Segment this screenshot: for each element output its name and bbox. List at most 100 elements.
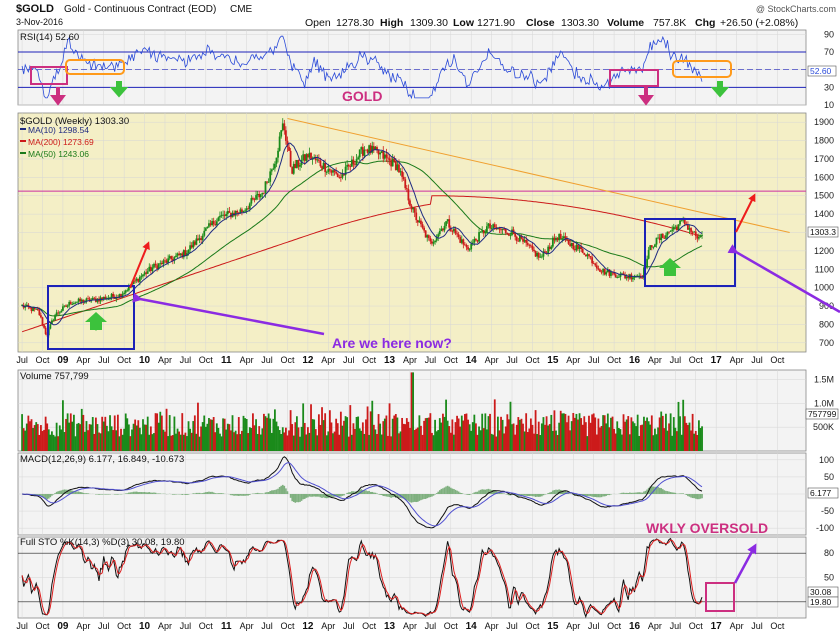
candle-body — [32, 307, 34, 312]
volume-bar — [484, 413, 487, 451]
candle-body — [242, 210, 245, 212]
rsi-oversold-box-2015 — [609, 69, 659, 87]
candle-body — [193, 241, 196, 245]
macd-histogram-bar — [633, 492, 636, 494]
candle-body — [388, 158, 391, 161]
volume-bar — [190, 432, 193, 451]
candle-body — [533, 249, 535, 251]
y-tick-label: 90 — [824, 29, 834, 39]
macd-histogram-bar — [266, 492, 268, 494]
volume-bar — [589, 422, 592, 451]
macd-histogram-bar — [216, 493, 218, 494]
volume-bar — [129, 436, 132, 451]
macd-histogram-bar — [701, 494, 703, 499]
candle-body — [415, 212, 418, 221]
macd-histogram-bar — [680, 493, 683, 494]
candle-body — [66, 305, 69, 307]
volume-bar — [583, 416, 586, 451]
macd-histogram-bar — [173, 494, 176, 495]
macd-histogram-bar — [646, 489, 648, 494]
macd-histogram-bar — [453, 488, 455, 494]
candle-body — [696, 236, 699, 239]
volume-bar — [625, 419, 628, 451]
volume-bar — [688, 422, 691, 451]
macd-histogram-bar — [583, 494, 586, 497]
volume-bar — [613, 428, 616, 451]
red-arrow-icon — [129, 241, 150, 289]
macd-histogram-bar — [413, 494, 416, 502]
candle-body — [374, 147, 377, 150]
candle-body — [591, 257, 594, 264]
volume-bar — [65, 418, 67, 451]
macd-histogram-bar — [437, 491, 440, 494]
chg-label: Chg — [695, 17, 715, 29]
volume-bar — [435, 431, 438, 451]
volume-bar — [51, 431, 53, 451]
candle-body — [346, 164, 349, 167]
candle-body — [511, 229, 513, 235]
volume-bar — [445, 399, 447, 451]
volume-bar — [66, 413, 69, 451]
x-tick-label: Apr — [158, 621, 172, 631]
x-tick-label: Jul — [506, 355, 518, 365]
volume-bar — [305, 434, 308, 451]
macd-histogram-bar — [143, 491, 146, 494]
volume-bar — [561, 413, 564, 451]
x-tick-label: 14 — [466, 621, 478, 632]
volume-bar — [160, 415, 163, 451]
volume-bar — [672, 417, 675, 451]
x-tick-label: 13 — [384, 621, 396, 632]
low-label: Low — [453, 17, 475, 29]
macd-histogram-bar — [324, 494, 326, 499]
volume-bar — [647, 421, 650, 451]
volume-bar — [328, 410, 331, 451]
candle-body — [407, 189, 410, 201]
volume-bar — [200, 426, 203, 451]
volume-bar — [87, 430, 89, 451]
volume-bar — [635, 426, 637, 451]
volume-bar — [632, 421, 634, 451]
x-tick-label: Apr — [403, 621, 417, 631]
volume-bar — [313, 419, 316, 451]
candle-body — [504, 228, 507, 233]
candle-body — [146, 271, 149, 274]
volume-bar — [597, 418, 600, 451]
x-tick-label: Jul — [751, 355, 763, 365]
candle-body — [449, 227, 452, 231]
volume-bar — [219, 433, 221, 451]
volume-bar — [154, 413, 157, 451]
candle-body — [558, 233, 561, 241]
macd-histogram-bar — [528, 494, 531, 497]
macd-histogram-bar — [286, 491, 289, 494]
candle-body — [572, 242, 575, 250]
volume-bar — [88, 424, 91, 451]
macd-histogram-bar — [352, 491, 355, 494]
candle-body — [487, 223, 490, 227]
candle-body — [652, 246, 655, 248]
macd-histogram-bar — [456, 490, 458, 494]
macd-histogram-bar — [248, 494, 251, 495]
candle-body — [239, 209, 242, 214]
macd-histogram-bar — [385, 494, 388, 497]
x-tick-label: Jul — [588, 621, 600, 631]
volume-bar — [186, 436, 188, 451]
candle-body — [104, 296, 107, 300]
volume-bar — [462, 420, 465, 451]
candle-body — [264, 181, 267, 194]
candle-body — [470, 243, 473, 250]
volume-bar — [286, 435, 289, 451]
macd-histogram-bar — [407, 494, 410, 502]
candle-body — [589, 256, 592, 258]
candle-body — [278, 136, 281, 151]
x-tick-label: Jul — [261, 621, 273, 631]
macd-histogram-bar — [661, 489, 664, 494]
candle-body — [690, 228, 692, 232]
volume-bar — [581, 424, 584, 451]
macd-histogram-bar — [406, 494, 408, 501]
candle-body — [401, 171, 404, 177]
volume-bar — [71, 421, 74, 451]
volume-bar — [451, 419, 454, 451]
volume-bar — [654, 428, 656, 451]
macd-histogram-bar — [663, 490, 666, 494]
macd-histogram-bar — [66, 489, 69, 494]
